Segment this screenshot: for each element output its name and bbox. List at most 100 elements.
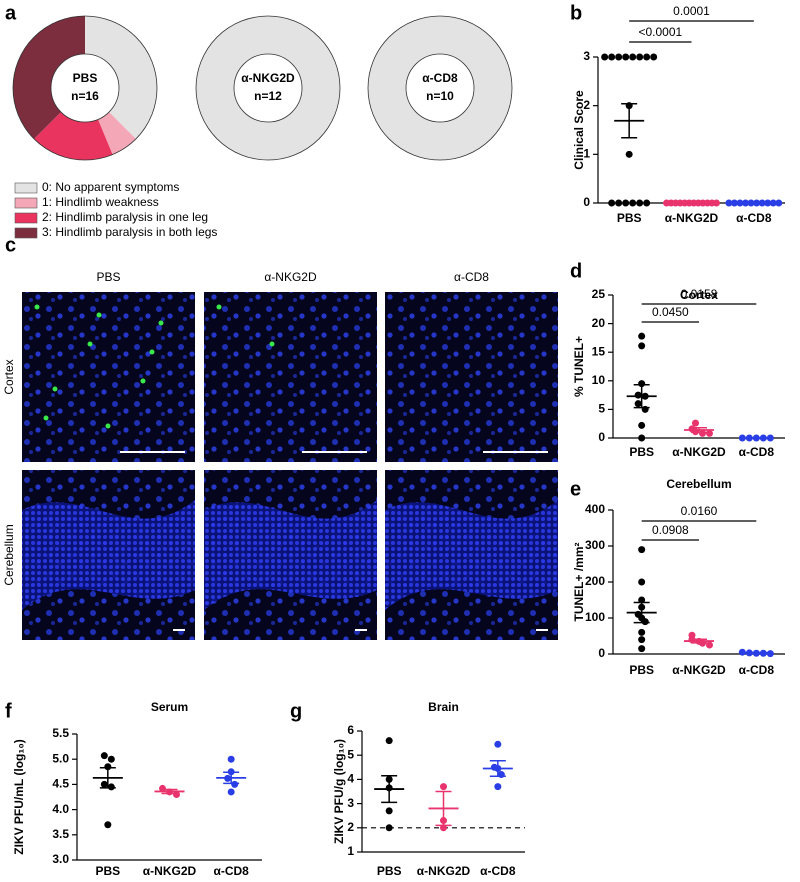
- y-tick-label: 1: [583, 147, 590, 161]
- tunel-signal: [269, 341, 275, 347]
- y-tick-label: 2: [347, 820, 354, 834]
- data-point: [608, 53, 616, 61]
- y-tick-label: 3: [347, 796, 354, 810]
- tissue-layer: [22, 500, 195, 610]
- y-tick-label: 4.5: [52, 777, 69, 791]
- y-tick-label: 25: [592, 287, 606, 301]
- sem-error-bar: [381, 775, 398, 804]
- data-point: [227, 788, 235, 796]
- y-tick-label: 2: [583, 98, 590, 112]
- tunel-signal: [216, 304, 222, 310]
- data-point: [712, 199, 720, 207]
- legend-swatch: [14, 227, 38, 239]
- y-tick-label: 5.5: [52, 726, 69, 740]
- data-point: [625, 150, 633, 158]
- data-point: [699, 429, 706, 437]
- x-tick-label: α-CD8: [739, 445, 775, 459]
- legend-swatch: [14, 212, 38, 224]
- data-point: [638, 636, 646, 644]
- donut-outline: [233, 53, 303, 123]
- row-label: Cerebellum: [2, 524, 16, 585]
- donut-segment: [98, 112, 136, 155]
- donut-segment: [34, 112, 113, 160]
- micrograph: [385, 292, 558, 462]
- x-tick-label: PBS: [377, 864, 402, 878]
- column-label: α-NKG2D: [264, 270, 317, 284]
- y-tick-label: 0: [598, 430, 605, 444]
- data-point: [227, 755, 235, 763]
- data-point: [107, 783, 115, 791]
- y-tick-label: 6: [347, 723, 354, 737]
- data-point: [730, 199, 738, 207]
- tunel-signal: [87, 341, 93, 347]
- data-point: [638, 434, 646, 442]
- x-tick-label: α-NKG2D: [672, 445, 726, 459]
- data-point: [638, 421, 646, 429]
- data-point: [107, 755, 115, 763]
- y-tick-label: 5: [347, 747, 354, 761]
- y-tick-label: 15: [592, 344, 606, 358]
- data-point: [636, 53, 644, 61]
- panel-label: a: [5, 2, 17, 24]
- legend-swatch: [14, 182, 38, 194]
- data-point: [497, 771, 505, 779]
- tunel-signal: [105, 423, 111, 429]
- data-point: [100, 780, 108, 788]
- sem-error-bar: [633, 601, 650, 624]
- y-tick-label: 5: [598, 402, 605, 416]
- panel-label: g: [290, 700, 302, 722]
- sem-error-bar: [223, 771, 240, 785]
- p-value: 0.0001: [673, 4, 710, 18]
- data-point: [494, 783, 502, 791]
- data-point: [629, 53, 637, 61]
- legend-label: 0: No apparent symptoms: [42, 180, 179, 194]
- donut-outline: [12, 15, 158, 161]
- x-tick-label: α-NKG2D: [665, 211, 719, 225]
- x-tick-label: α-CD8: [480, 864, 516, 878]
- donut-group-name: α-NKG2D: [241, 71, 295, 85]
- donut-group-name: α-CD8: [422, 71, 458, 85]
- sem-error-bar: [633, 384, 650, 409]
- data-point: [725, 199, 733, 207]
- chart-title: Brain: [428, 700, 459, 714]
- y-tick-label: 10: [592, 373, 606, 387]
- data-point: [104, 821, 112, 829]
- data-point: [385, 824, 393, 832]
- legend-swatch: [14, 197, 38, 209]
- data-point: [638, 546, 646, 554]
- y-tick-label: 3.0: [52, 852, 69, 866]
- data-point: [622, 199, 630, 207]
- micrograph: [204, 292, 377, 462]
- donut-segment: [13, 16, 86, 139]
- sem-error-bar: [748, 651, 765, 655]
- donut-segment: [85, 16, 157, 139]
- data-point: [385, 807, 393, 815]
- data-point: [615, 199, 623, 207]
- sem-error-bar: [691, 426, 707, 434]
- y-tick-label: 400: [585, 502, 605, 516]
- y-tick-label: 200: [585, 574, 605, 588]
- data-point: [608, 199, 616, 207]
- donut-group-n: n=12: [254, 89, 282, 103]
- data-point: [643, 199, 651, 207]
- data-point: [385, 737, 393, 745]
- donut-segment: [196, 16, 340, 160]
- x-tick-label: α-NKG2D: [143, 864, 197, 878]
- sem-error-bar: [435, 790, 452, 827]
- y-tick-label: 3: [583, 49, 590, 63]
- donut-segment: [368, 16, 512, 160]
- chart-title: Serum: [151, 700, 188, 714]
- y-axis-label: % TUNEL+: [572, 336, 586, 397]
- y-tick-label: 5.0: [52, 751, 69, 765]
- y-tick-label: 300: [585, 538, 605, 552]
- data-point: [638, 342, 646, 350]
- legend-label: 1: Hindlimb weakness: [42, 195, 159, 209]
- y-tick-label: 4: [347, 772, 354, 786]
- tunel-signal: [34, 304, 40, 310]
- data-point: [638, 628, 646, 636]
- donut-group-n: n=16: [71, 89, 99, 103]
- data-point: [638, 578, 646, 586]
- y-axis-label: TUNEL+ /mm²: [572, 542, 586, 621]
- y-tick-label: 1: [347, 844, 354, 858]
